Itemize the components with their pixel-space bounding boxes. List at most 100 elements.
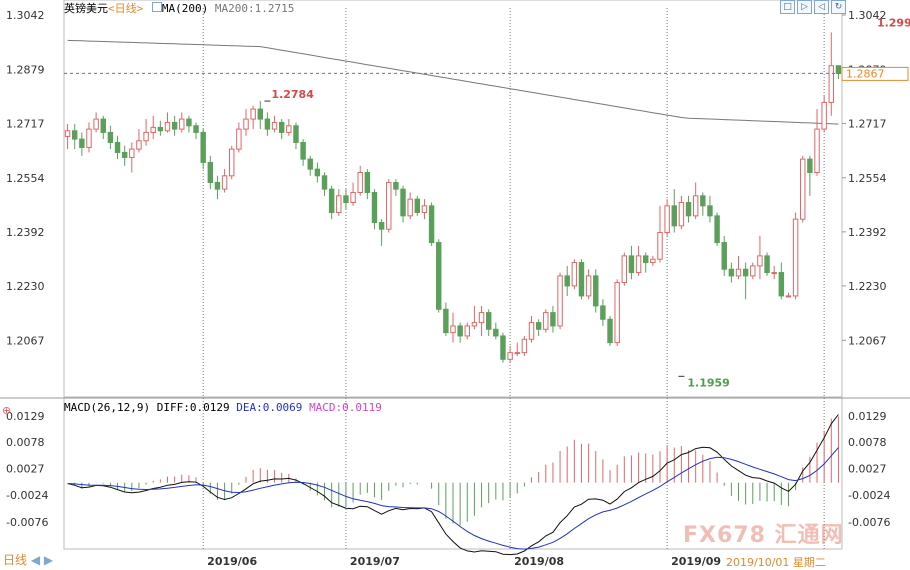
candle-body [685,201,692,217]
candle-body [692,195,699,217]
y-tick-label-left: 1.2392 [6,226,45,239]
candle-body [571,262,578,287]
candle-body [250,108,256,120]
candle-body [157,126,164,132]
candle-body [735,268,742,277]
candle-body [507,352,513,360]
candle-body [678,201,685,227]
candle-body [742,268,749,277]
candle-body [414,198,421,214]
candle-body [543,312,549,330]
candle-body [200,131,206,163]
candle-body [528,322,535,340]
candle-body [121,151,128,158]
candle-body [650,258,656,264]
candle-body [107,131,114,143]
candle-body [621,255,628,284]
period-switch[interactable]: 日线 ◀ ▶ [3,551,53,568]
candle-body [835,65,842,74]
candle-body [514,352,520,355]
nav-right-icon[interactable]: ▶ [43,553,54,567]
candle-body [535,322,542,330]
candle-body [307,158,313,170]
toolbar-button-prev[interactable]: ◁ [814,0,829,14]
candle-body [79,138,85,148]
candle-body [428,205,435,244]
candle-body [264,118,271,130]
macd-params: MACD(26,12,9) [64,401,151,414]
candle-body [664,205,670,234]
crosshair-date-label: 2019/10/01 星期二 [726,554,842,570]
candle-body [671,205,677,227]
candle-body [314,168,321,177]
ma-value: MA200:1.2715 [214,2,295,15]
candle-body [814,128,820,173]
candle-body [286,125,292,133]
candle-body [750,265,756,277]
x-tick-label: 2019/08 [514,555,564,568]
candle-body [493,328,499,337]
candle-body [457,325,463,337]
candle-body [557,275,563,327]
candle-body [657,232,663,260]
candle-body [628,255,635,274]
macd-dea-line [67,447,839,550]
toolbar: □ ▷ ◁ ↻ [780,0,846,14]
symbol-label: 英镑美元 [64,2,108,15]
candle-body [164,121,171,132]
candle-body [71,130,78,140]
candle-body [700,195,706,207]
y-tick-label-right: 1.3042 [848,9,887,22]
candle-body [336,195,342,214]
candle-body [578,262,585,297]
nav-left-icon[interactable]: ◀ [30,553,41,567]
macd-y-tick-right: 0.0027 [848,463,887,476]
toolbar-button-refresh[interactable]: ↻ [831,0,846,14]
period-label: 日线 [3,553,28,567]
candle-body [450,325,456,334]
macd-y-tick-right: 0.0129 [848,410,887,423]
annotation-high-label: 1.2990 [877,16,910,29]
candle-body [186,118,192,127]
candle-body [257,108,263,120]
macd-diff-value: DIFF:0.0129 [156,401,230,414]
y-tick-label-left: 1.2717 [6,117,45,130]
candle-body [407,198,413,217]
candle-body [193,125,199,133]
current-price-tag [841,66,909,81]
macd-y-tick-left: -0.0024 [6,489,48,502]
toolbar-button-expand[interactable]: □ [780,0,795,14]
crosshair-icon[interactable]: ⊕ [2,404,12,417]
candle-body [550,312,556,327]
candle-body [236,128,242,150]
candle-body [643,255,649,264]
candle-body [478,312,485,324]
y-tick-label-right: 1.2230 [848,280,887,293]
macd-y-tick-left: 0.0078 [6,436,45,449]
y-tick-label-left: 1.3042 [6,9,45,22]
candle-body [800,158,806,220]
macd-y-tick-left: 0.0129 [6,410,45,423]
candle-body [171,121,178,130]
candle-body [707,205,713,217]
candle-body [100,118,106,133]
candle-body [243,118,249,130]
candle-body [364,171,371,193]
candle-body [143,131,149,142]
candle-body [607,318,613,344]
toolbar-button-next[interactable]: ▷ [797,0,812,14]
candle-body [728,268,735,277]
ma-toggle[interactable] [151,2,162,12]
candle-body [214,181,221,190]
candle-body [821,101,827,130]
timeframe-label[interactable]: <日线> [108,2,144,15]
candle-body [600,305,606,320]
candle-body [521,338,528,354]
candle-body [635,255,642,274]
candle-body [357,171,363,193]
y-tick-label-right: 1.2717 [848,117,887,130]
candle-body [485,312,492,330]
candle-body [328,188,335,214]
